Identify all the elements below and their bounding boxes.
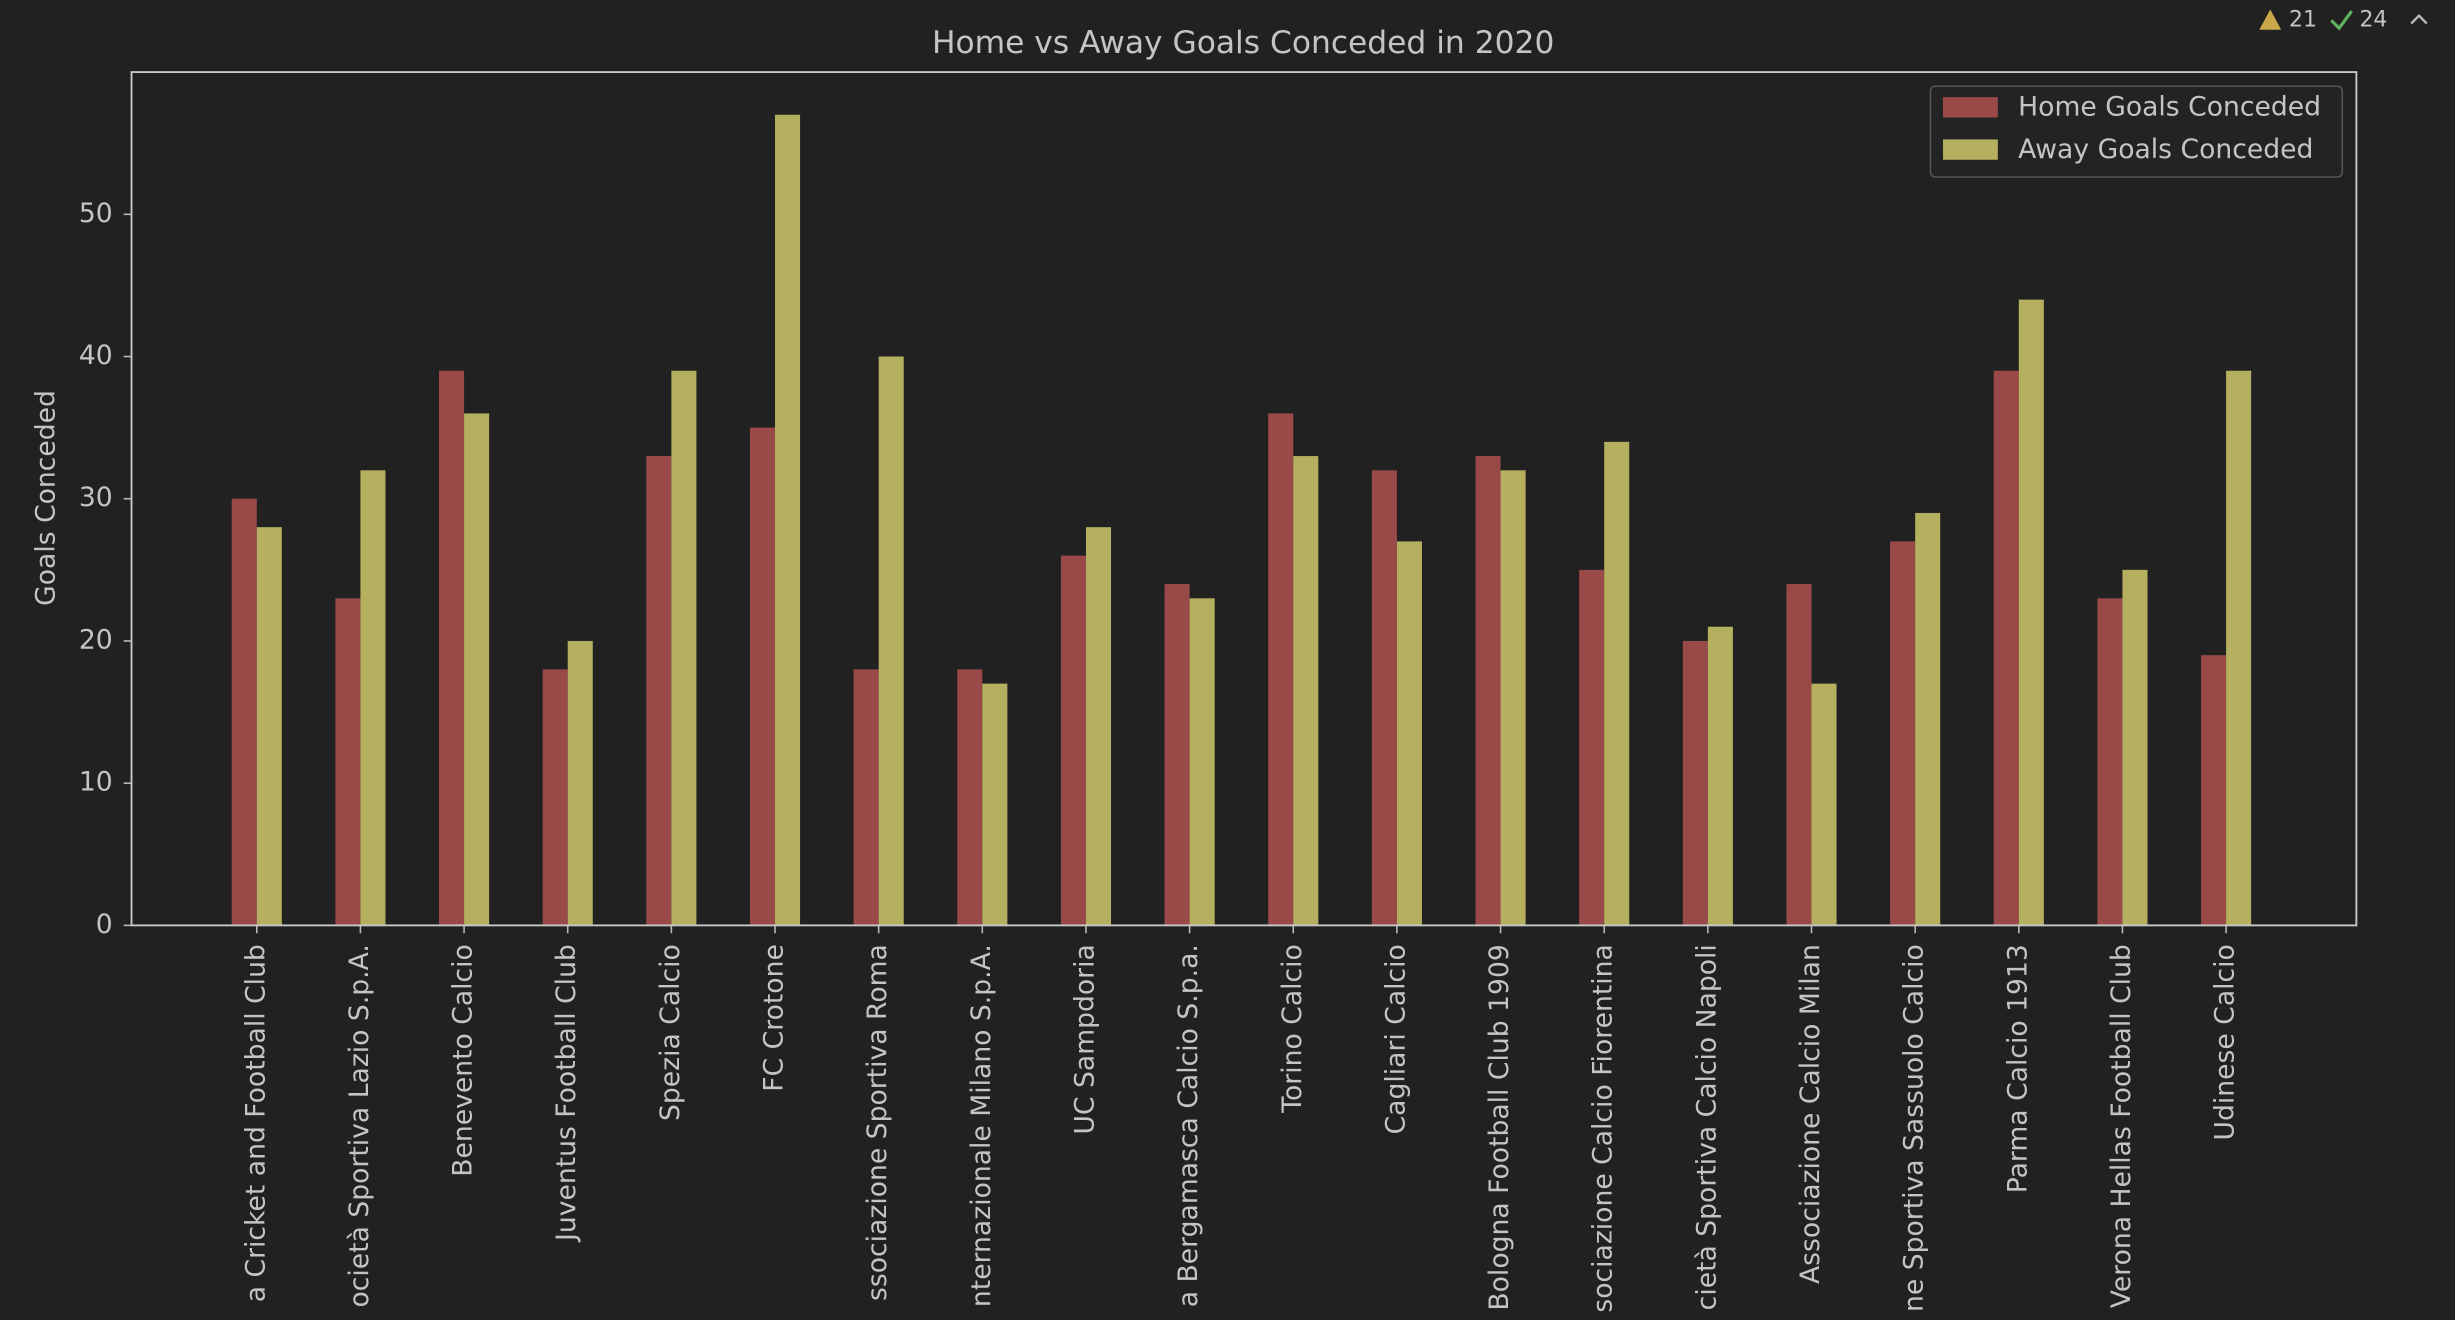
x-tick-label: nternazionale Milano S.p.A. (966, 944, 997, 1307)
bar (775, 114, 801, 926)
bar (2097, 598, 2123, 926)
x-tick-label: Torino Calcio (1277, 944, 1308, 1114)
check-count[interactable]: 24 (2359, 7, 2387, 32)
bar (671, 370, 697, 926)
y-tick-label: 30 (79, 482, 113, 513)
check-icon[interactable] (2330, 10, 2353, 31)
x-tick-label: sociazione Calcio Fiorentina (1588, 944, 1619, 1312)
bar (749, 427, 776, 926)
bar (1604, 441, 1630, 926)
bar (1475, 456, 1501, 926)
x-tick-label: Udinese Calcio (2210, 944, 2241, 1140)
bar (878, 356, 904, 926)
legend-label: Home Goals Conceded (2018, 92, 2321, 123)
bar (1189, 598, 1215, 926)
x-tick-label: a Cricket and Football Club (240, 944, 271, 1302)
bar (2018, 299, 2044, 926)
x-tick-label: Bologna Football Club 1909 (1484, 944, 1515, 1310)
x-tick-label: UC Sampdoria (1069, 944, 1100, 1134)
legend-label: Away Goals Conceded (2018, 134, 2313, 165)
y-axis-label: Goals Conceded (30, 390, 61, 606)
bar (982, 683, 1008, 926)
x-tick-label: Parma Calcio 1913 (2002, 944, 2033, 1193)
y-tick-label: 40 (79, 340, 113, 371)
warning-count[interactable]: 21 (2289, 7, 2317, 32)
x-tick-label: a Bergamasca Calcio S.p.a. (1173, 944, 1204, 1307)
legend-swatch (1943, 139, 1998, 160)
warning-icon[interactable] (2259, 9, 2282, 30)
x-tick-label: Associazione Calcio Milan (1795, 944, 1826, 1284)
bar (1786, 584, 1812, 926)
x-tick-label: ne Sportiva Sassuolo Calcio (1899, 944, 1930, 1312)
x-tick-label: Verona Hellas Football Club (2106, 944, 2137, 1308)
bar (335, 598, 361, 926)
x-tick-label: Cagliari Calcio (1380, 944, 1411, 1134)
y-tick-label: 20 (79, 624, 113, 655)
chart-title: Home vs Away Goals Conceded in 2020 (932, 25, 1554, 61)
bar (853, 669, 879, 926)
x-tick-label: Benevento Calcio (448, 944, 479, 1177)
bar (957, 669, 983, 926)
x-tick-label: FC Crotone (759, 944, 790, 1092)
bar (1500, 470, 1526, 926)
bar (542, 669, 568, 926)
bar (1396, 541, 1422, 926)
bar (1811, 683, 1837, 926)
bar (567, 640, 593, 926)
bar (1085, 527, 1112, 926)
bar (1268, 413, 1294, 926)
y-tick-label: 50 (79, 198, 113, 229)
bar (1164, 584, 1190, 926)
bar (1682, 640, 1708, 926)
bar (2122, 569, 2148, 926)
x-tick-label: Juventus Football Club (551, 944, 582, 1243)
bar (1915, 512, 1941, 926)
x-tick-label: ssociazione Sportiva Roma (862, 944, 893, 1301)
legend-box (1929, 85, 2344, 178)
x-tick-label: Spezia Calcio (655, 944, 686, 1121)
bar (1707, 626, 1733, 926)
bar (439, 370, 465, 926)
bar (256, 527, 282, 926)
bar (464, 413, 490, 926)
bar (1890, 541, 1916, 926)
bar (2226, 370, 2252, 926)
bar (646, 456, 672, 926)
bar (1371, 470, 1397, 926)
bar (1993, 370, 2019, 926)
bar (231, 498, 257, 926)
collapse-button[interactable] (2410, 14, 2428, 25)
plot-frame (130, 71, 2358, 927)
x-tick-label: ocietà Sportiva Lazio S.p.A. (344, 944, 375, 1307)
x-tick-label: cietà Sportiva Calcio Napoli (1691, 944, 1722, 1310)
bar (2201, 655, 2227, 926)
legend-swatch (1943, 97, 1998, 118)
y-tick-label: 0 (96, 909, 113, 940)
bar (1579, 569, 1605, 926)
y-tick-label: 10 (79, 767, 113, 798)
bar (1293, 456, 1319, 926)
bar (1060, 555, 1086, 926)
bar (360, 470, 386, 926)
